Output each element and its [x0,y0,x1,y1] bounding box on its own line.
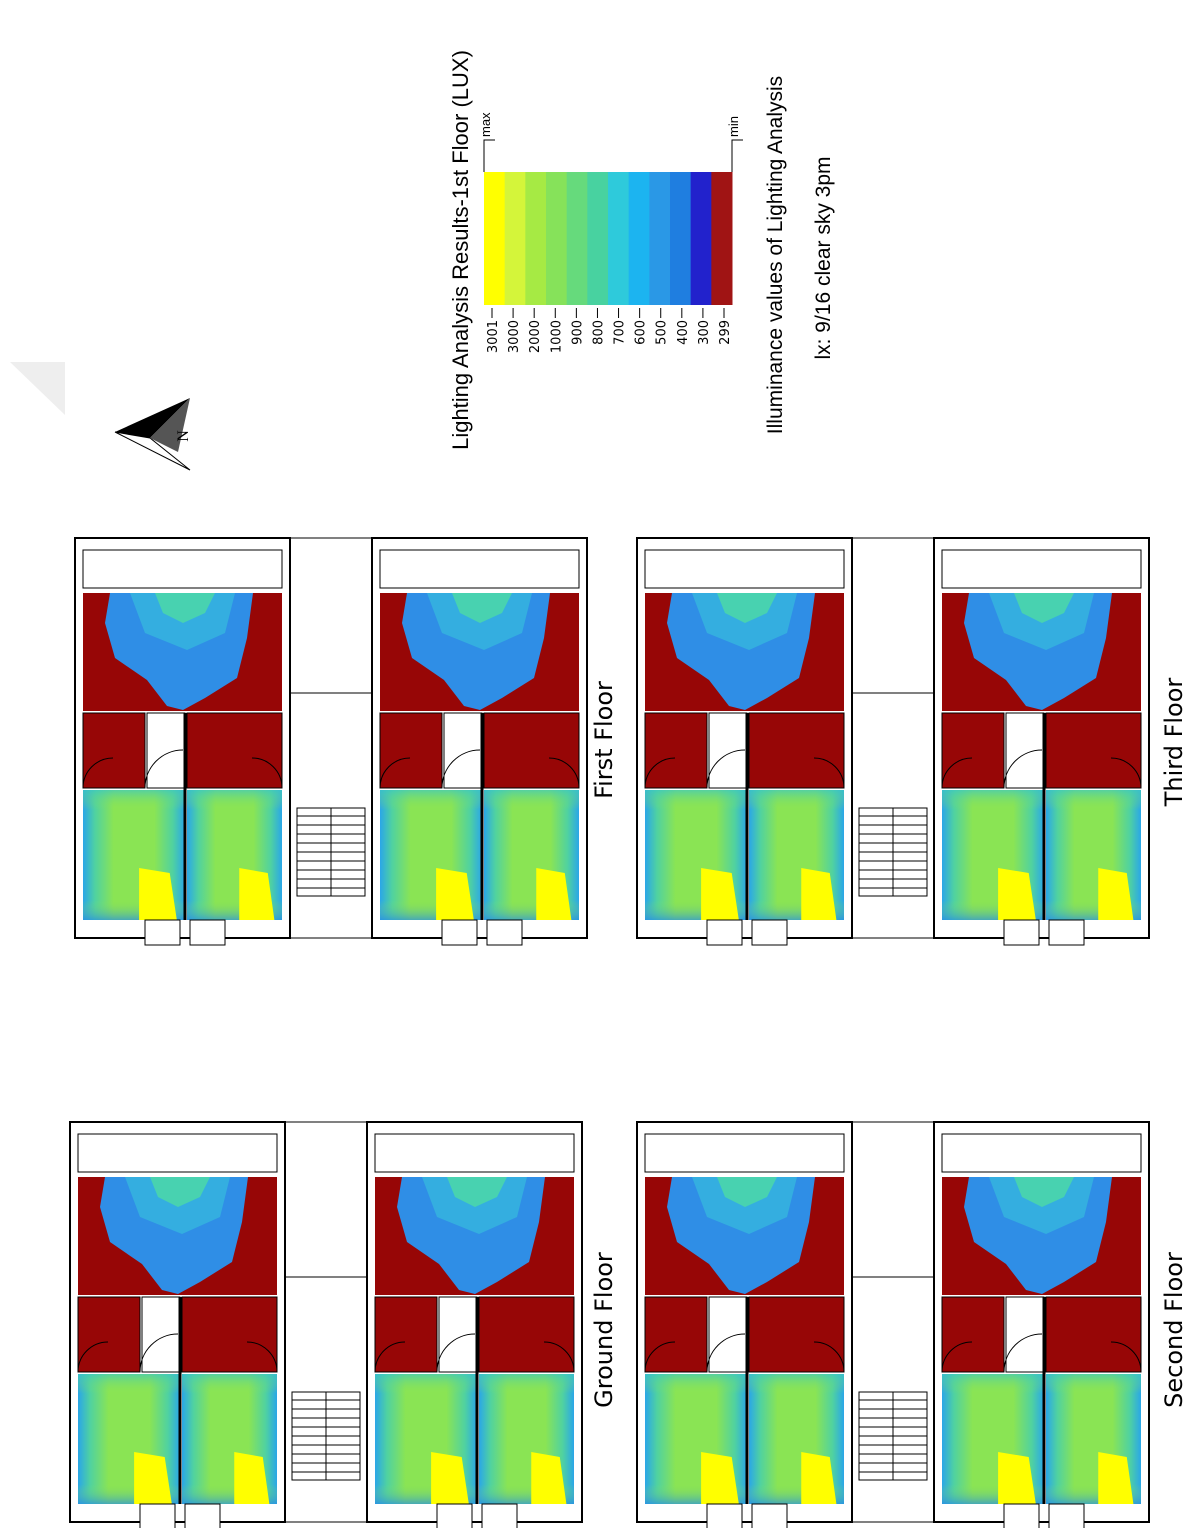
stairs [297,808,365,896]
floor-label: Second Floor [1160,1252,1188,1408]
balcony [380,550,579,588]
closet [1046,713,1141,788]
unit [637,1122,852,1528]
decor-triangle [10,362,65,415]
unit [637,538,852,945]
legend-title: Lighting Analysis Results-1st Floor (LUX… [448,50,473,450]
min-label: min [726,116,741,137]
floor-plans: First Floor Third Floor Ground Floor Second… [70,538,1188,1528]
balcony [942,550,1141,588]
legend-tick-label: 700 [613,320,628,345]
window [442,920,477,945]
floor-plan: Third Floor [637,538,1188,945]
legend-band [587,172,608,305]
closet [187,713,282,788]
closet [375,1297,437,1372]
balcony [645,1134,844,1172]
floor-plan: First Floor [75,538,618,945]
compass: N [115,398,192,470]
closet [749,1297,844,1372]
stairs [859,808,927,896]
max-label: max [478,112,493,137]
closet [942,1297,1004,1372]
window [140,1504,175,1528]
legend-tick-label: 3001 [486,320,501,353]
balcony [645,550,844,588]
balcony [78,1134,277,1172]
closet [1046,1297,1141,1372]
legend-tick-label: 800 [591,320,606,345]
legend-band [629,172,650,305]
closet [479,1297,574,1372]
closet [83,713,145,788]
legend-band [505,172,526,305]
window [145,920,180,945]
legend-tick-label: 400 [676,320,691,345]
legend-band [711,172,732,305]
legend-tick-label: 2000 [528,320,543,353]
legend-band [608,172,629,305]
window [1049,920,1084,945]
legend-tick-label: 300 [697,320,712,345]
compass-label: N [175,430,192,442]
floor-plan: Ground Floor [70,1122,618,1528]
window [752,1504,787,1528]
balcony [375,1134,574,1172]
floor-label: First Floor [590,681,618,799]
window [437,1504,472,1528]
floor-label: Third Floor [1160,678,1188,808]
min-leader [732,140,743,172]
closet [645,1297,707,1372]
page: {"legend": {"title": "Lighting Analysis … [0,0,1199,1528]
balcony [942,1134,1141,1172]
closet [484,713,579,788]
figure: N Lighting Analysis Results-1st Floor (L… [0,0,1199,1528]
legend-band [691,172,712,305]
legend-tick-label: 600 [634,320,649,345]
legend-band [670,172,691,305]
window [185,1504,220,1528]
window [1004,1504,1039,1528]
floor-label: Ground Floor [590,1252,618,1408]
legend-band [484,172,505,305]
legend-band [567,172,588,305]
window [707,920,742,945]
balcony [83,550,282,588]
window [752,920,787,945]
window [1004,920,1039,945]
legend-tick-label: 299 [718,320,733,345]
window [707,1504,742,1528]
window [1049,1504,1084,1528]
unit [934,1122,1149,1528]
stairs [292,1392,360,1480]
unit [367,1122,582,1528]
closet [182,1297,277,1372]
legend-tick-label: 900 [570,320,585,345]
max-leader [484,140,495,172]
legend-tick-label: 1000 [549,320,564,353]
closet [749,713,844,788]
unit [934,538,1149,945]
caption-line1: Illuminance values of Lighting Analysis [764,76,787,434]
legend-band [546,172,567,305]
legend: max min 3001 3000 2000 1000 900 800 700 600 500 4… [478,112,743,353]
unit [75,538,290,945]
caption-line2: lx: 9/16 clear sky 3pm [812,156,835,359]
floor-plan: Second Floor [637,1122,1188,1528]
window [487,920,522,945]
closet [78,1297,140,1372]
closet [380,713,442,788]
window [482,1504,517,1528]
legend-tick-label: 3000 [507,320,522,353]
legend-tick-label: 500 [655,320,670,345]
closet [942,713,1004,788]
stairs [859,1392,927,1480]
window [190,920,225,945]
closet [645,713,707,788]
legend-band [525,172,546,305]
unit [372,538,587,945]
unit [70,1122,285,1528]
legend-band [649,172,670,305]
